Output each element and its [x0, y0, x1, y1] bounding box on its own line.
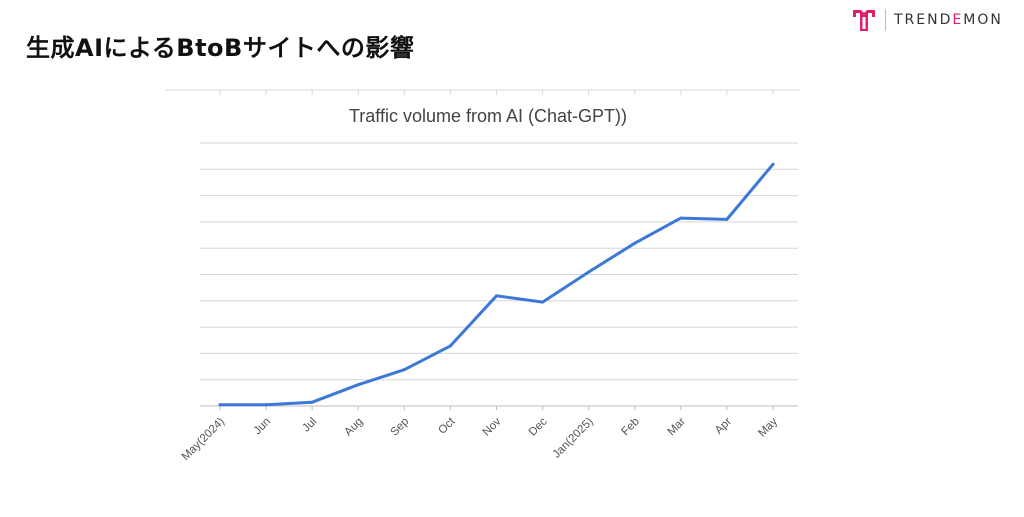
- brand-divider: [885, 9, 886, 31]
- brand-name: TRENDEMON: [894, 12, 1003, 28]
- brand-logo: TRENDEMON: [852, 6, 1003, 34]
- x-tick-label: Apr: [713, 416, 734, 437]
- data-point: [725, 217, 729, 221]
- data-point: [633, 241, 637, 245]
- x-tick-label: Mar: [665, 416, 688, 439]
- page-title: 生成AIによるBtoBサイトへの影響: [26, 34, 415, 62]
- series-line: [218, 162, 775, 407]
- data-point: [356, 383, 360, 387]
- x-tick-label: May(2024): [180, 416, 227, 463]
- x-tick-label: Oct: [436, 415, 458, 437]
- data-point: [495, 294, 498, 298]
- data-point: [448, 344, 452, 348]
- x-tick-label: Sep: [388, 416, 411, 439]
- x-tick-label: May: [756, 415, 780, 439]
- data-point: [402, 368, 406, 372]
- x-tick-label: Jun: [252, 416, 274, 438]
- data-point: [541, 300, 545, 304]
- x-tick-label: Nov: [481, 415, 504, 438]
- data-point: [218, 403, 222, 407]
- x-tick-label: Jan(2025): [551, 416, 596, 461]
- x-tick-label: Aug: [342, 416, 365, 439]
- x-tick-label: Feb: [619, 416, 642, 439]
- x-tick-label: Dec: [527, 415, 550, 438]
- data-point: [587, 270, 591, 274]
- data-point: [264, 403, 268, 407]
- trendemon-logo-icon: [853, 10, 875, 31]
- brand-name-part3: MON: [963, 12, 1003, 28]
- chart-title: Traffic volume from AI (Chat-GPT)): [349, 106, 627, 126]
- data-point: [771, 162, 775, 166]
- data-point: [679, 216, 683, 220]
- brand-name-accent: E: [952, 12, 964, 28]
- brand-name-part1: TREND: [894, 12, 953, 28]
- x-tick-label: Jul: [300, 416, 319, 435]
- data-point: [310, 400, 314, 404]
